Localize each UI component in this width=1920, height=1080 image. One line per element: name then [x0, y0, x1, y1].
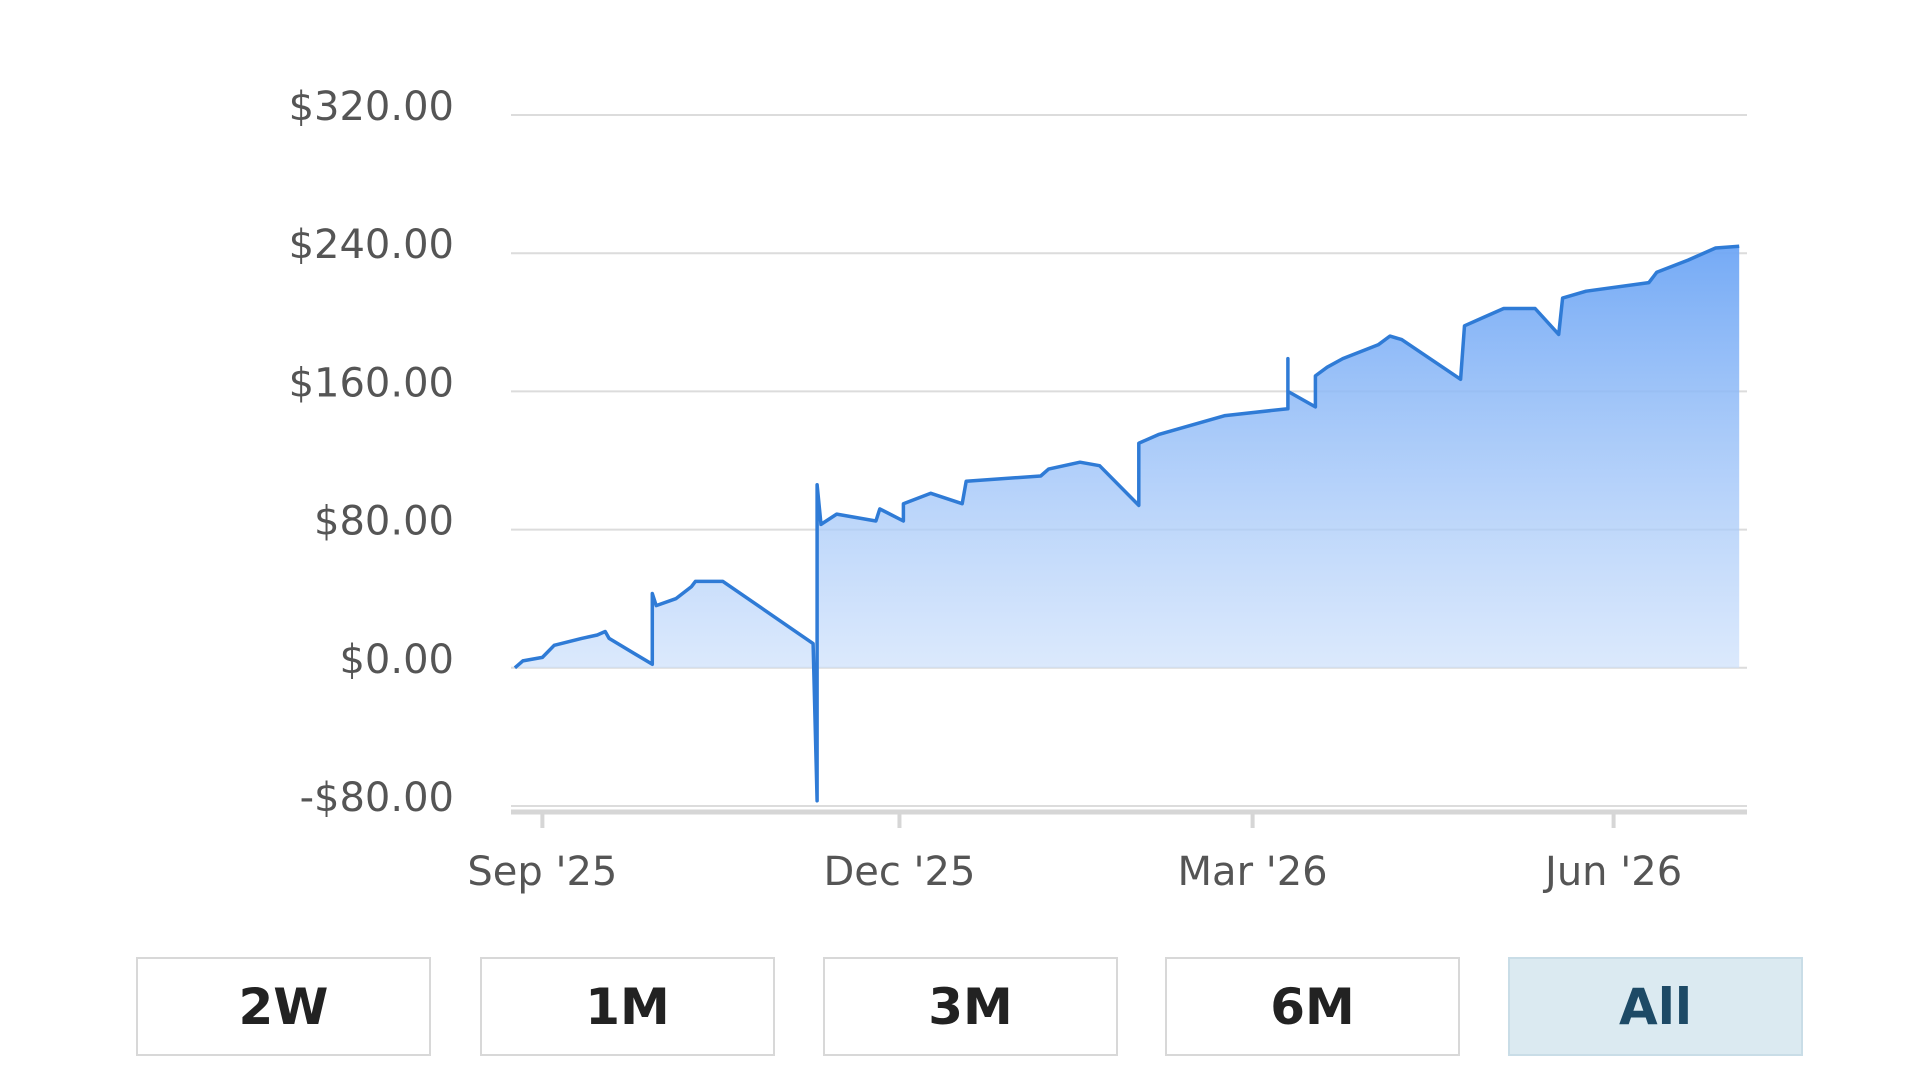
range-button[interactable]: 1M	[480, 957, 775, 1056]
y-tick-label: $240.00	[289, 222, 454, 268]
range-button[interactable]: All	[1508, 957, 1803, 1056]
x-tick-label: Jun '26	[1542, 849, 1682, 895]
y-tick-label: $320.00	[289, 84, 454, 130]
x-tick-label: Dec '25	[823, 849, 975, 895]
y-tick-label: -$80.00	[300, 775, 454, 821]
range-button[interactable]: 3M	[823, 957, 1118, 1056]
range-button[interactable]: 6M	[1165, 957, 1460, 1056]
x-tick-label: Mar '26	[1178, 849, 1328, 895]
y-tick-label: $160.00	[289, 360, 454, 406]
x-tick-label: Sep '25	[467, 849, 617, 895]
chart: -$80.00 $0.00 $80.00 $160.00 $240.00 $320.00 S…	[289, 84, 1747, 895]
y-tick-label: $0.00	[339, 637, 454, 683]
y-tick-label: $80.00	[314, 499, 454, 545]
area-fill	[514, 246, 1740, 801]
range-button[interactable]: 2W	[136, 957, 431, 1056]
line	[513, 244, 1740, 803]
